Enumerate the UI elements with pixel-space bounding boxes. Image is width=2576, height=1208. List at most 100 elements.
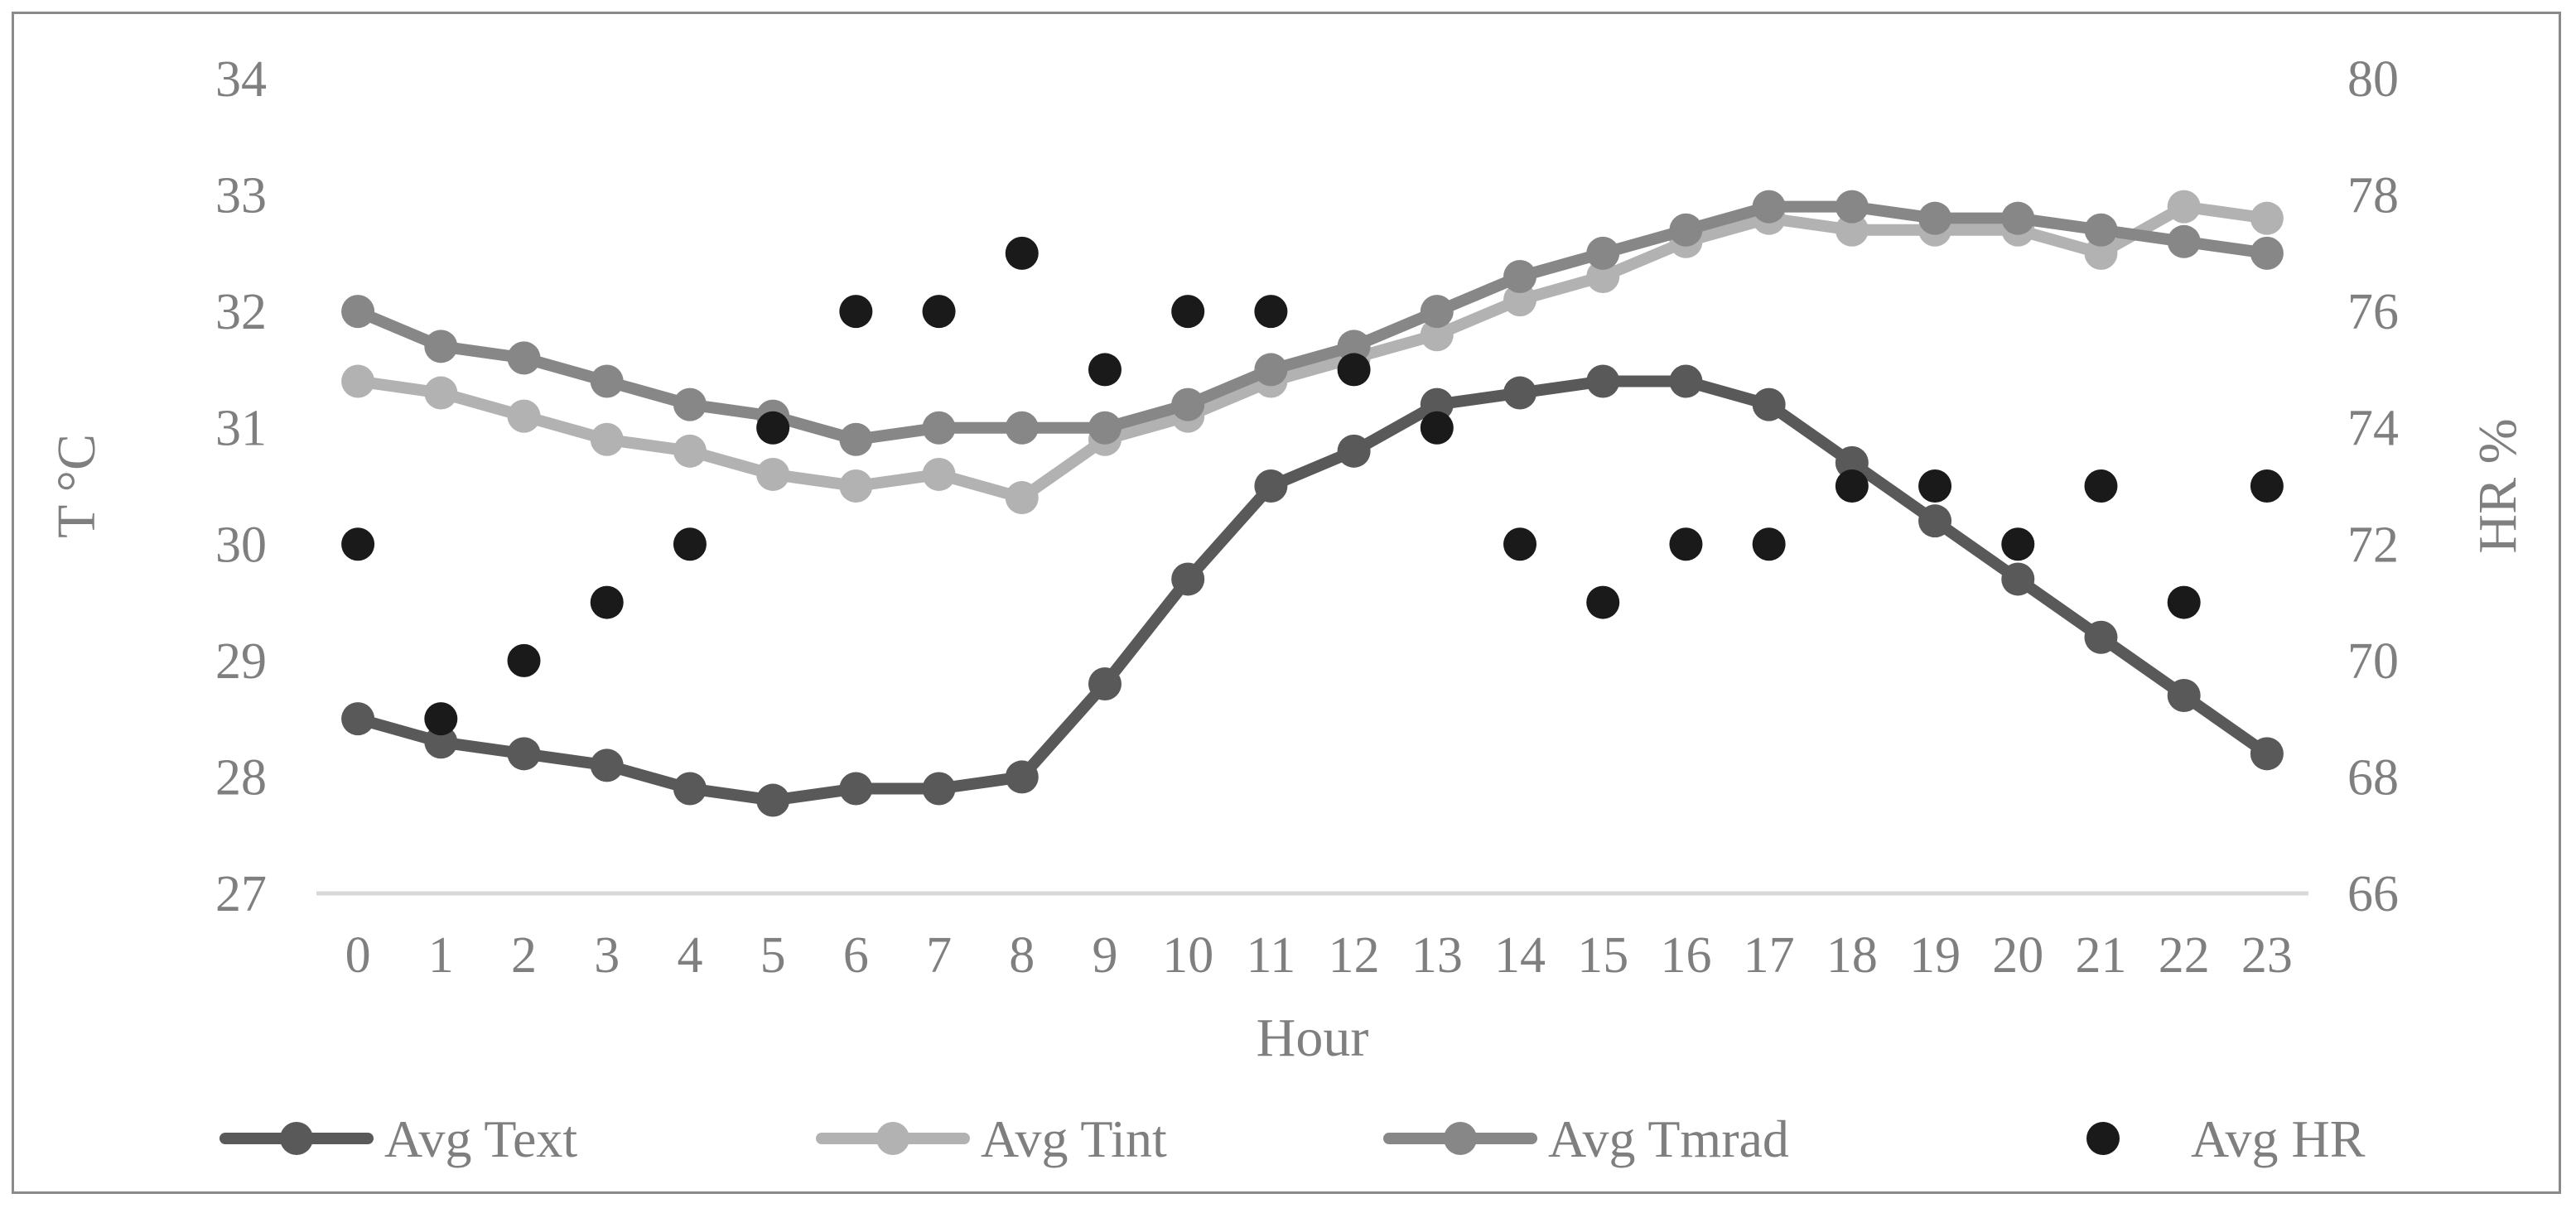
data-point-avg-hr [2250, 469, 2284, 503]
x-tick-label: 17 [1744, 927, 1795, 984]
data-point-avg-tmrad [1088, 411, 1122, 445]
legend-label: Avg HR [2191, 1109, 2366, 1168]
y2-tick-label: 76 [2347, 284, 2399, 340]
x-tick-label: 5 [760, 927, 786, 984]
data-point-avg-text [1171, 562, 1205, 596]
legend-item-avg-hr: Avg HR [2086, 1109, 2366, 1168]
legend-label: Avg Tint [981, 1109, 1167, 1168]
legend-label: Avg Tmrad [1548, 1109, 1789, 1168]
legend-swatch-marker [1444, 1122, 1477, 1155]
data-point-avg-tint [1586, 259, 1620, 293]
data-point-avg-hr [839, 295, 873, 329]
data-point-avg-tmrad [1420, 295, 1454, 329]
data-point-avg-hr [507, 643, 541, 677]
x-tick-label: 7 [926, 927, 952, 984]
data-point-avg-text [756, 783, 790, 817]
data-point-avg-text [2250, 737, 2284, 771]
data-point-avg-tint [922, 457, 956, 491]
data-point-avg-tint [507, 399, 541, 433]
y2-tick-label: 68 [2347, 749, 2399, 806]
x-tick-label: 18 [1826, 927, 1878, 984]
series-line-avg-tmrad [352, 200, 2273, 445]
x-tick-label: 2 [511, 927, 537, 984]
data-point-avg-tmrad [507, 341, 541, 375]
data-point-avg-tmrad [1254, 353, 1288, 387]
y2-tick-label: 78 [2347, 168, 2399, 224]
x-tick-label: 23 [2241, 927, 2293, 984]
y2-tick-label: 70 [2347, 633, 2399, 690]
y2-tick-label: 74 [2347, 401, 2399, 457]
x-tick-label: 4 [677, 927, 702, 984]
y-tick-label: 28 [215, 749, 267, 806]
series-avg-hr [341, 236, 2284, 736]
data-point-avg-text [424, 725, 458, 759]
data-point-avg-text [673, 772, 707, 806]
data-point-avg-tint [2250, 201, 2284, 235]
data-point-avg-hr [1420, 411, 1454, 445]
data-point-avg-tmrad [1835, 190, 1869, 224]
data-point-avg-tint [839, 469, 873, 503]
data-point-avg-tmrad [2084, 213, 2118, 247]
data-point-avg-hr [2084, 469, 2118, 503]
data-point-avg-hr [1835, 469, 1869, 503]
data-point-avg-text [590, 748, 624, 782]
series-avg-tmrad [341, 190, 2284, 456]
data-point-avg-text [1005, 760, 1039, 794]
legend-swatch-marker [2086, 1122, 2120, 1155]
data-point-avg-text [839, 772, 873, 806]
data-point-avg-tmrad [2001, 201, 2035, 235]
left-axis-ticks: 27 28 29 30 31 32 33 34 [215, 51, 267, 922]
series-layer [341, 190, 2284, 817]
y2-tick-label: 66 [2347, 866, 2399, 922]
data-point-avg-hr [1254, 295, 1288, 329]
series-avg-tint [341, 190, 2284, 515]
x-tick-label: 22 [2159, 927, 2210, 984]
data-point-avg-tmrad [2250, 236, 2284, 270]
x-tick-label: 6 [843, 927, 869, 984]
data-point-avg-text [1503, 376, 1537, 410]
data-point-avg-tint [2167, 190, 2201, 224]
data-point-avg-hr [922, 295, 956, 329]
data-point-avg-hr [1669, 527, 1703, 561]
x-tick-label: 0 [345, 927, 371, 984]
data-point-avg-text [2084, 620, 2118, 654]
data-point-avg-text [2167, 679, 2201, 713]
data-point-avg-tmrad [424, 330, 458, 363]
x-tick-label: 20 [1992, 927, 2043, 984]
data-point-avg-hr [1586, 585, 1620, 619]
data-point-avg-tint [1005, 481, 1039, 515]
legend-item-avg-tint: Avg Tint [816, 1109, 1167, 1168]
x-tick-label: 9 [1092, 927, 1117, 984]
data-point-avg-hr [2001, 527, 2035, 561]
data-point-avg-text [1752, 387, 1786, 421]
data-point-avg-tint [673, 434, 707, 468]
legend: Avg Text Avg Tint Avg Tmrad Avg HR [219, 1109, 2366, 1168]
x-tick-label: 12 [1329, 927, 1380, 984]
data-point-avg-tmrad [341, 295, 375, 329]
data-point-avg-tint [341, 364, 375, 398]
data-point-avg-tmrad [839, 422, 873, 456]
data-point-avg-tmrad [2167, 224, 2201, 258]
data-point-avg-tint [1420, 318, 1454, 352]
y2-axis-title: HR % [2467, 418, 2528, 553]
data-point-avg-tmrad [1669, 213, 1703, 247]
data-point-avg-text [2001, 562, 2035, 596]
data-point-avg-tint [2084, 236, 2118, 270]
y-tick-label: 34 [215, 51, 267, 108]
data-point-avg-tint [1503, 283, 1537, 317]
data-point-avg-hr [673, 527, 707, 561]
legend-swatch-marker [876, 1122, 909, 1155]
data-point-avg-tmrad [1337, 330, 1371, 363]
x-tick-label: 11 [1247, 927, 1296, 984]
x-axis-ticks: 0 1 2 3 4 5 6 7 8 9 10 11 12 13 14 15 16 17 18 19 20 21 22 23 [345, 927, 2293, 984]
data-point-avg-tint [1835, 213, 1869, 247]
data-point-avg-tint [756, 457, 790, 491]
data-point-avg-hr [1005, 236, 1039, 270]
legend-item-avg-tmrad: Avg Tmrad [1383, 1109, 1789, 1168]
y2-tick-label: 72 [2347, 517, 2399, 573]
x-tick-label: 15 [1577, 927, 1628, 984]
data-point-avg-hr [1337, 353, 1371, 387]
legend-label: Avg Text [384, 1109, 577, 1168]
data-point-avg-hr [1503, 527, 1537, 561]
